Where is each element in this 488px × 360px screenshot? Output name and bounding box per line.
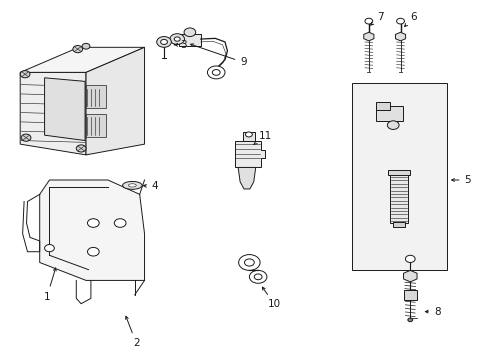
- Ellipse shape: [122, 181, 142, 189]
- Bar: [375, 107, 402, 121]
- Polygon shape: [44, 78, 85, 140]
- Text: 2: 2: [125, 316, 139, 348]
- Text: 1: 1: [43, 268, 56, 302]
- Polygon shape: [243, 132, 254, 140]
- Bar: [86, 114, 105, 137]
- Circle shape: [254, 274, 262, 280]
- Text: 8: 8: [425, 307, 440, 316]
- Text: 5: 5: [451, 175, 470, 185]
- Circle shape: [183, 28, 195, 37]
- Text: 3: 3: [174, 40, 186, 50]
- Circle shape: [82, 43, 90, 49]
- Circle shape: [245, 132, 252, 137]
- Circle shape: [407, 318, 412, 321]
- Polygon shape: [403, 270, 416, 282]
- Circle shape: [160, 40, 167, 44]
- Circle shape: [364, 18, 372, 24]
- Circle shape: [87, 247, 99, 256]
- Polygon shape: [20, 47, 144, 72]
- Ellipse shape: [128, 184, 136, 187]
- Circle shape: [207, 66, 224, 79]
- Circle shape: [73, 45, 82, 53]
- Circle shape: [396, 18, 404, 24]
- Circle shape: [249, 270, 266, 283]
- Circle shape: [386, 121, 398, 130]
- Circle shape: [238, 255, 260, 270]
- Circle shape: [76, 145, 86, 152]
- Circle shape: [405, 255, 414, 262]
- Circle shape: [87, 219, 99, 227]
- Text: 4: 4: [143, 181, 158, 192]
- Bar: [387, 170, 409, 175]
- Text: 6: 6: [404, 12, 416, 27]
- Polygon shape: [86, 47, 144, 155]
- Bar: [375, 102, 389, 110]
- Circle shape: [157, 37, 171, 47]
- Polygon shape: [395, 32, 405, 41]
- Polygon shape: [363, 32, 373, 41]
- Text: 9: 9: [190, 44, 246, 67]
- Circle shape: [169, 34, 184, 44]
- Bar: [351, 83, 446, 270]
- Bar: [178, 34, 200, 45]
- Circle shape: [114, 219, 126, 227]
- Circle shape: [244, 259, 254, 266]
- Circle shape: [20, 71, 30, 78]
- Text: 7: 7: [370, 12, 383, 25]
- Bar: [86, 85, 105, 108]
- Polygon shape: [20, 72, 86, 155]
- Bar: [403, 291, 416, 300]
- Polygon shape: [238, 167, 255, 189]
- Polygon shape: [234, 140, 265, 167]
- Circle shape: [174, 37, 180, 41]
- Bar: [389, 173, 407, 223]
- Bar: [392, 222, 404, 227]
- Text: 10: 10: [262, 287, 281, 310]
- Circle shape: [44, 244, 54, 252]
- Polygon shape: [40, 180, 144, 280]
- Circle shape: [21, 134, 31, 141]
- Text: 11: 11: [253, 131, 271, 144]
- Circle shape: [212, 69, 220, 75]
